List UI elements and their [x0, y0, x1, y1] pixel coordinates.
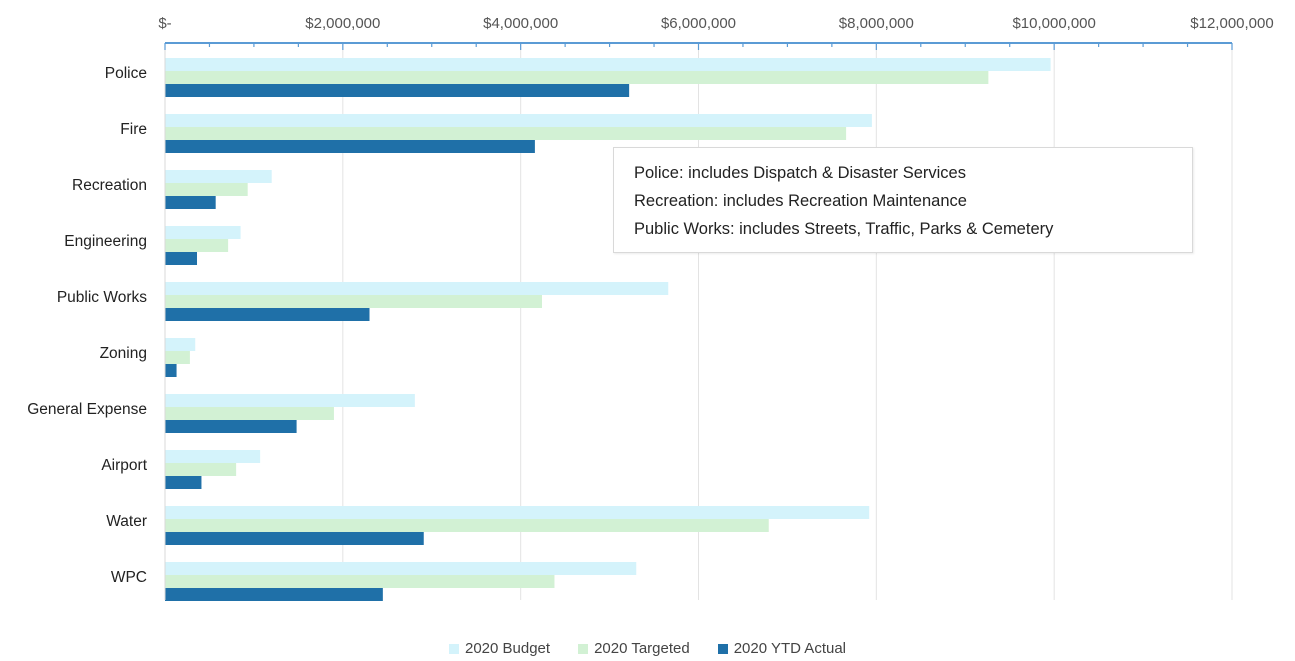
category-label: Airport — [101, 457, 147, 474]
legend-swatch-targeted — [578, 643, 589, 654]
legend-label-budget: 2020 Budget — [464, 640, 551, 657]
category-label: Police — [105, 65, 147, 82]
bar-targeted — [165, 71, 989, 84]
bar-budget — [165, 562, 637, 575]
bar-targeted — [165, 295, 543, 308]
bar-targeted — [165, 127, 847, 140]
bar-targeted — [165, 351, 190, 364]
x-tick-label: $6,000,000 — [661, 15, 736, 32]
annotation-public-works: Public Works: includes Streets, Traffic,… — [634, 220, 1054, 238]
bar-ytd-actual — [165, 84, 630, 97]
legend-item-budget: 2020 Budget — [448, 640, 551, 657]
bar-targeted — [165, 463, 237, 476]
bar-budget — [165, 114, 872, 127]
category-label: Public Works — [57, 289, 147, 306]
bar-ytd-actual — [165, 252, 198, 265]
legend-swatch-budget — [448, 643, 459, 654]
category-label: General Expense — [27, 401, 147, 418]
bar-ytd-actual — [165, 140, 535, 153]
bar-budget — [165, 450, 261, 463]
bar-targeted — [165, 239, 229, 252]
x-axis — [164, 42, 1233, 600]
bar-ytd-actual — [165, 308, 370, 321]
bar-budget — [165, 226, 241, 239]
legend-swatch-ytd-actual — [717, 643, 728, 654]
category-label: Engineering — [64, 233, 147, 250]
bar-targeted — [165, 575, 555, 588]
bar-ytd-actual — [165, 532, 424, 545]
x-tick-label: $4,000,000 — [483, 15, 558, 32]
annotation-box: Police: includes Dispatch & Disaster Ser… — [613, 147, 1193, 253]
category-label: Recreation — [72, 177, 147, 194]
legend: 2020 Budget 2020 Targeted 2020 YTD Actua… — [0, 640, 1295, 657]
x-tick-label: $10,000,000 — [1012, 15, 1095, 32]
category-label: Water — [106, 513, 147, 530]
bar-ytd-actual — [165, 196, 216, 209]
bar-budget — [165, 506, 870, 519]
category-label: Fire — [120, 121, 147, 138]
category-label: Zoning — [100, 345, 147, 362]
bar-budget — [165, 58, 1051, 71]
bar-budget — [165, 338, 196, 351]
bar-budget — [165, 282, 669, 295]
bar-ytd-actual — [165, 588, 383, 601]
x-tick-label: $12,000,000 — [1190, 15, 1273, 32]
legend-label-ytd-actual: 2020 YTD Actual — [733, 640, 846, 657]
bar-ytd-actual — [165, 476, 202, 489]
x-tick-label: $- — [158, 15, 171, 32]
bar-budget — [165, 394, 415, 407]
legend-item-targeted: 2020 Targeted — [578, 640, 690, 657]
bars — [165, 58, 1051, 601]
bar-targeted — [165, 183, 248, 196]
legend-item-ytd-actual: 2020 YTD Actual — [717, 640, 846, 657]
x-tick-label: $8,000,000 — [839, 15, 914, 32]
x-tick-labels: $- $2,000,000 $4,000,000 $6,000,000 $8,000,0… — [158, 15, 1273, 32]
bar-budget — [165, 170, 272, 183]
annotation-recreation: Recreation: includes Recreation Maintena… — [634, 192, 967, 210]
bar-targeted — [165, 519, 769, 532]
annotation-police: Police: includes Dispatch & Disaster Ser… — [634, 164, 966, 182]
category-label: WPC — [111, 569, 147, 586]
category-labels: Police Fire Recreation Engineering Public Wo… — [27, 65, 147, 586]
bar-ytd-actual — [165, 420, 297, 433]
bar-ytd-actual — [165, 364, 177, 377]
bar-targeted — [165, 407, 334, 420]
x-tick-label: $2,000,000 — [305, 15, 380, 32]
legend-label-targeted: 2020 Targeted — [594, 640, 690, 657]
